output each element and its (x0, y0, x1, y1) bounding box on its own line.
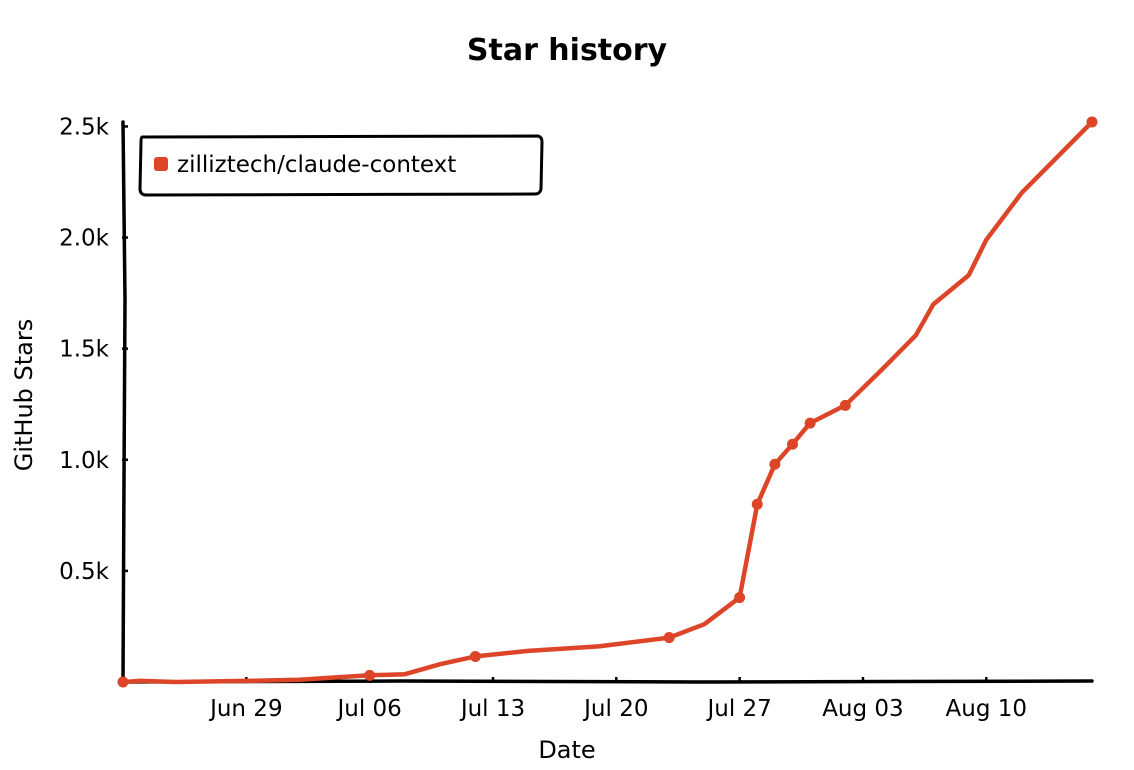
y-ticks: 0.5k 1.0k 1.5k 2.0k 2.5k (59, 114, 128, 585)
data-point (469, 650, 481, 662)
data-point (1086, 116, 1098, 128)
data-point (364, 669, 376, 681)
chart-title: Star history (467, 33, 668, 68)
x-tick-label: Jul 06 (335, 696, 401, 722)
data-point (769, 458, 781, 470)
y-tick-label: 1.0k (59, 448, 110, 474)
y-axis-label: GitHub Stars (10, 319, 38, 472)
x-axis-label: Date (538, 736, 595, 764)
x-tick-label: Jul 27 (705, 696, 771, 722)
data-point (786, 438, 798, 450)
y-tick-label: 2.0k (59, 226, 110, 252)
x-tick-label: Jun 29 (208, 696, 283, 722)
series-layer (117, 116, 1098, 688)
series-line (120, 119, 1095, 685)
data-point (839, 399, 851, 411)
legend-box (138, 134, 544, 197)
data-point (751, 498, 763, 510)
data-point (804, 417, 816, 429)
data-point (117, 676, 129, 688)
y-tick-label: 1.5k (59, 337, 110, 363)
y-tick-label: 2.5k (59, 114, 110, 140)
legend-label: zilliztech/claude-context (177, 152, 456, 178)
x-tick-label: Jul 20 (582, 696, 648, 722)
data-point (734, 592, 746, 604)
y-tick-label: 0.5k (59, 559, 110, 585)
x-tick-label: Aug 10 (946, 696, 1028, 722)
data-point (663, 632, 675, 644)
y-axis-line (121, 120, 127, 684)
legend-swatch (154, 157, 168, 171)
x-tick-label: Jul 13 (459, 696, 525, 722)
x-tick-label: Aug 03 (822, 696, 904, 722)
legend: zilliztech/claude-context (138, 134, 544, 197)
